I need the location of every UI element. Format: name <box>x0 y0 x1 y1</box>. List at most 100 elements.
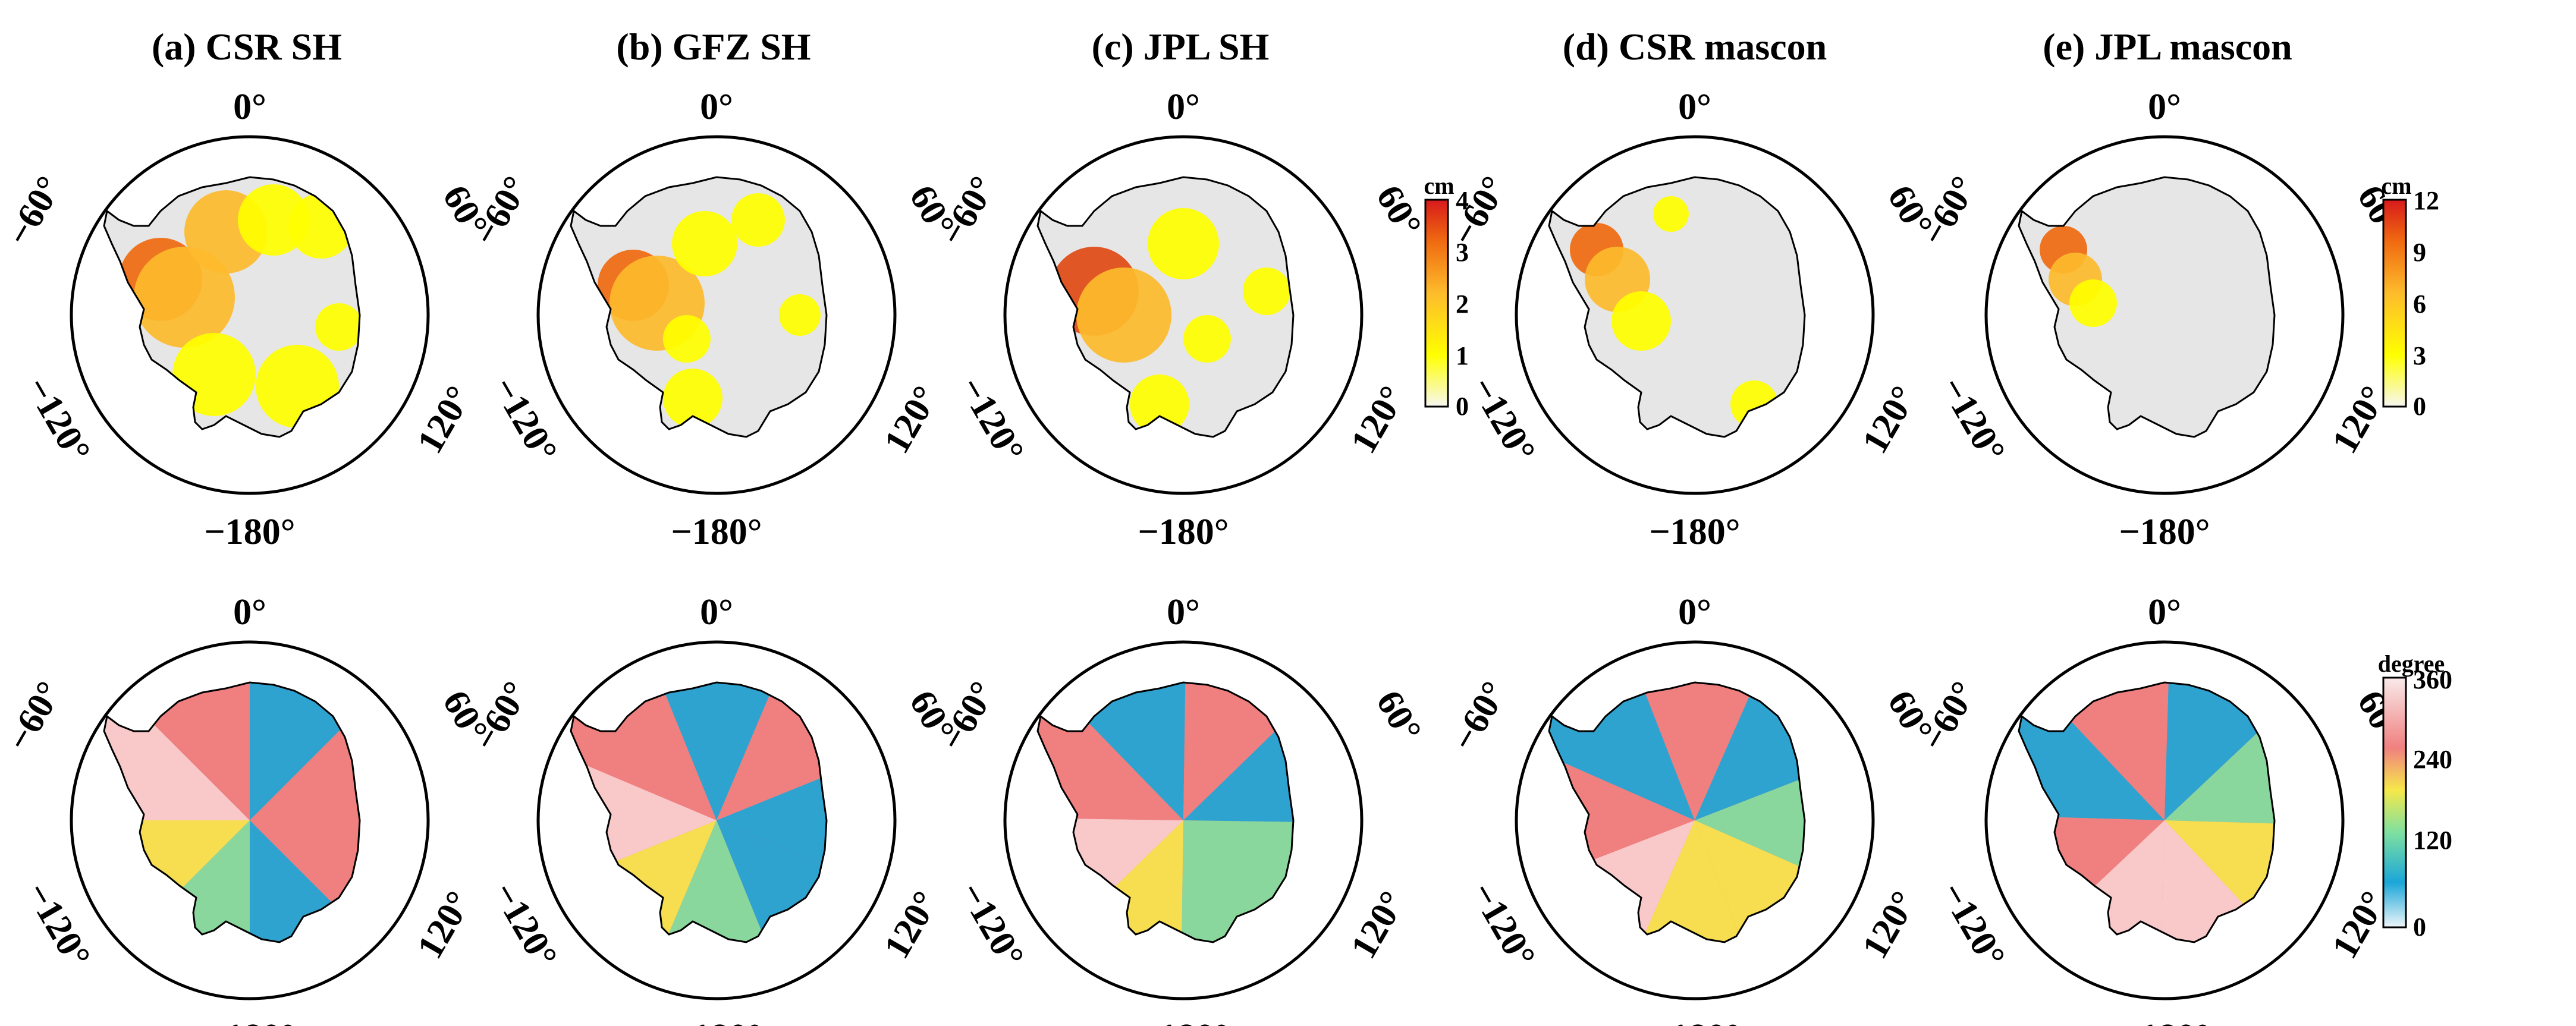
longitude-label-west-60: −60° <box>1444 675 1515 758</box>
amplitude-map-b: 0°−180°−60° 60°−120° 120° <box>466 87 963 552</box>
map-frame <box>1984 640 2345 1000</box>
longitude-label-west-60: −60° <box>1444 169 1515 253</box>
amplitude-patch <box>663 315 711 363</box>
map-frame <box>536 135 897 495</box>
colorbar-phase-unit: degree <box>2378 650 2445 677</box>
colorbar-phase-tick: 0 <box>2413 912 2426 942</box>
longitude-label-0: 0° <box>1678 87 1711 127</box>
longitude-label-180: −180° <box>1649 512 1740 552</box>
phase-sector <box>717 748 827 895</box>
colorbar-sh-unit: cm <box>1424 172 1454 199</box>
amplitude-patch <box>672 211 737 276</box>
amplitude-patch <box>779 294 821 336</box>
amplitude-patch <box>1076 267 1171 363</box>
colorbar-phase-tick: 360 <box>2413 665 2452 694</box>
colorbar-mascon-bar <box>2382 199 2407 408</box>
longitude-label-180: −180° <box>2119 512 2210 552</box>
colorbar-phase: degree 360 240 120 0 <box>2378 650 2452 942</box>
coastline <box>103 176 361 438</box>
colorbar-phase-tick: 120 <box>2413 826 2452 855</box>
phase-sector <box>2165 690 2275 826</box>
panel-title-e: (e) JPL mascon <box>2043 26 2292 68</box>
longitude-label-180: −180° <box>671 1017 762 1026</box>
coastline <box>1036 176 1295 438</box>
colorbar-mascon-tick: 0 <box>2413 392 2426 421</box>
colorbar-mascon-tick: 12 <box>2413 186 2439 215</box>
longitude-label-180: −180° <box>204 512 295 552</box>
longitude-label-180: −180° <box>204 1017 295 1026</box>
coastline <box>2018 176 2276 438</box>
phase-map-b: 0°−180°−60°60°−120°120° <box>466 592 963 1026</box>
map-frame <box>70 640 430 1000</box>
phase-sector <box>645 682 791 820</box>
longitude-label-180: −180° <box>1138 1017 1229 1026</box>
amplitude-patch <box>2069 279 2117 327</box>
amplitude-map-a: 0°−180°−60° 60°−120° 120° <box>0 87 495 552</box>
amplitude-map-c: 0°−180°−60° 60°−120° 120° <box>932 87 1430 552</box>
longitude-label-0: 0° <box>233 87 266 127</box>
longitude-label-0: 0° <box>700 592 733 632</box>
phase-sector <box>250 685 360 820</box>
coastline <box>103 681 361 943</box>
colorbar-phase-tick: 240 <box>2413 745 2452 774</box>
amplitude-patch <box>256 345 339 428</box>
amplitude-map-d: 0°−180°−60° 60°−120° 120° <box>1444 87 1941 552</box>
longitude-label-east-120: 120° <box>1855 379 1925 460</box>
amplitude-patch <box>731 193 785 247</box>
amplitude-patch <box>1653 196 1689 232</box>
colorbar-sh-tick: 2 <box>1456 289 1469 319</box>
amplitude-patch <box>1183 315 1231 363</box>
map-frame <box>1515 135 1875 495</box>
phase-sector <box>115 682 250 820</box>
amplitude-patch <box>315 303 360 351</box>
map-frame <box>1003 640 1364 1000</box>
longitude-label-0: 0° <box>2148 87 2181 127</box>
panel-title-b: (b) GFZ SH <box>616 26 811 68</box>
colorbar-sh-bar <box>1424 199 1449 408</box>
longitude-label-0: 0° <box>700 87 733 127</box>
amplitude-patch <box>1243 267 1290 315</box>
map-frame <box>70 135 430 495</box>
phase-sector <box>249 682 360 820</box>
longitude-label-180: −180° <box>671 512 762 552</box>
coastline <box>1036 681 1295 943</box>
longitude-label-west-60: −60° <box>0 169 70 253</box>
map-frame <box>536 640 897 1000</box>
longitude-label-180: −180° <box>1649 1017 1740 1026</box>
colorbar-sh-tick: 4 <box>1456 186 1469 215</box>
colorbar-mascon-tick: 3 <box>2413 341 2426 370</box>
amplitude-map-e: 0°−180°−60° 60°−120° 120° <box>1914 87 2411 552</box>
phase-map-d: 0°−180°−60°60°−120°120° <box>1444 592 1941 1026</box>
phase-sector <box>1695 682 1805 820</box>
longitude-label-0: 0° <box>233 592 266 632</box>
coastline <box>570 681 828 943</box>
longitude-label-0: 0° <box>2148 592 2181 632</box>
map-frame <box>1515 640 1875 1000</box>
colorbar-sh-tick: 1 <box>1456 341 1469 370</box>
panel-title-d: (d) CSR mascon <box>1563 26 1827 68</box>
colorbar-mascon-unit: cm <box>2381 172 2411 199</box>
phase-sector <box>717 682 827 820</box>
longitude-label-east-120: 120° <box>877 379 947 460</box>
colorbar-amplitude-mascon: cm 12 9 6 3 0 <box>2381 172 2439 421</box>
longitude-label-0: 0° <box>1167 592 1200 632</box>
amplitude-patch <box>288 193 354 259</box>
longitude-label-east-60: 60° <box>1368 684 1429 748</box>
phase-map-a: 0°−180°−60°60°−120°120° <box>0 592 495 1026</box>
longitude-label-west-60: −60° <box>0 675 70 758</box>
longitude-label-east-120: 120° <box>1343 379 1413 460</box>
coastline <box>1548 176 1806 438</box>
phase-sector <box>2165 682 2275 820</box>
amplitude-patch <box>1611 291 1671 351</box>
phase-sector <box>642 820 788 942</box>
phase-sector <box>1695 751 1805 897</box>
coastline <box>570 176 828 438</box>
colorbar-amplitude-sh: cm 4 3 2 1 0 <box>1424 172 1469 421</box>
panel-titles: (a) CSR SH (b) GFZ SH (c) JPL SH (d) CSR… <box>152 26 2292 68</box>
longitude-label-east-120: 120° <box>1343 885 1413 965</box>
amplitude-patch <box>134 247 235 348</box>
phase-sector <box>1183 688 1293 823</box>
phase-sector <box>1183 682 1293 820</box>
amplitude-patch <box>172 333 256 416</box>
